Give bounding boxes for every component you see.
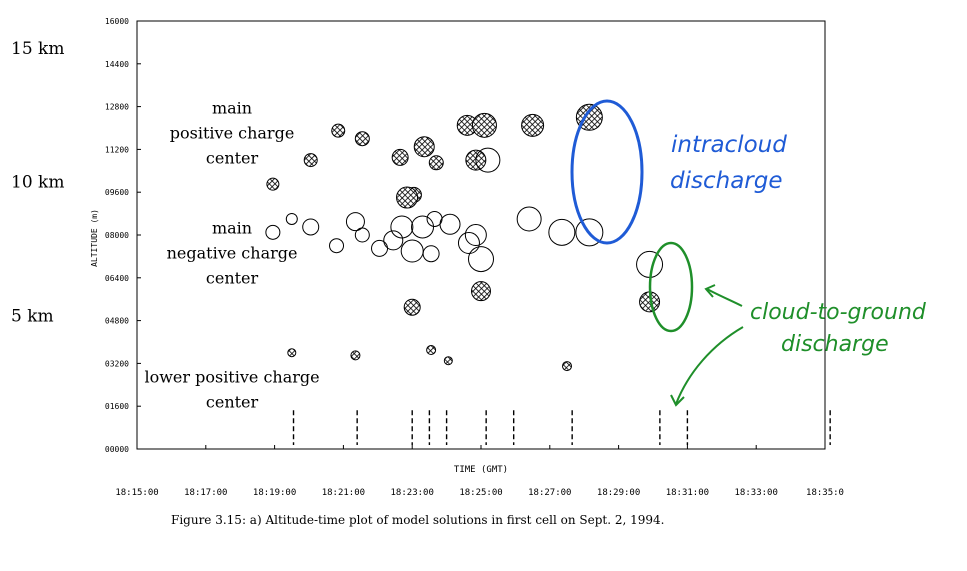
crosshatch-overlay	[355, 131, 370, 146]
crosshatch-overlay	[429, 155, 444, 170]
intracloud-label-line2: discharge	[670, 168, 783, 194]
open-circle-marker	[329, 238, 345, 254]
open-circle-marker	[516, 206, 542, 232]
open-circle-marker	[302, 218, 320, 236]
y-tick-label: 09600	[105, 188, 129, 197]
cloud-to-ground-label-line1: cloud-to-ground	[750, 300, 927, 325]
y-axis-ticks: 00000 01600 03200 04800 06400 08000 09600 11200…	[105, 17, 141, 454]
open-circle-marker	[475, 147, 501, 173]
open-circle-marker	[390, 215, 414, 239]
open-circle-marker	[265, 224, 281, 240]
open-circle-marker	[411, 215, 435, 239]
crosshatch-overlay	[457, 115, 478, 136]
y-tick-label: 11200	[105, 145, 129, 154]
crosshatch-overlay	[350, 350, 360, 360]
crosshatch-overlay	[396, 187, 418, 209]
open-circle-marker	[575, 218, 604, 247]
cloud-to-ground-label-line2: discharge	[781, 332, 889, 357]
open-circle-marker	[636, 250, 664, 278]
region-label: main	[212, 219, 252, 238]
open-circle-marker	[383, 230, 404, 251]
y-tick-label: 14400	[105, 60, 129, 69]
crosshatch-overlay	[287, 348, 296, 357]
y-tick-label: 08000	[105, 231, 129, 240]
crosshatch-overlay	[639, 291, 660, 312]
x-tick-label: 18:25:00	[459, 488, 502, 498]
open-circle-marker	[422, 245, 440, 263]
open-circle-marker	[371, 239, 389, 257]
arrow-to-ellipse-head	[704, 284, 716, 298]
region-label: center	[206, 393, 259, 412]
figure-caption: Figure 3.15: a) Altitude-time plot of mo…	[171, 513, 664, 527]
open-circle-marker	[345, 212, 365, 232]
flash-time-markers	[292, 410, 831, 445]
open-circle-marker	[457, 232, 480, 255]
km-label: 10 km	[11, 173, 64, 193]
crosshatch-overlay	[426, 345, 436, 355]
crosshatch-overlay	[392, 149, 409, 166]
data-markers	[265, 103, 664, 372]
intracloud-label-line1: intracloud	[671, 132, 787, 158]
crosshatch-overlay	[266, 178, 279, 191]
km-label: 5 km	[11, 306, 54, 326]
km-labels: 15 km 10 km 5 km	[11, 39, 64, 327]
x-tick-label: 18:21:00	[322, 488, 365, 498]
crosshatch-overlay	[414, 136, 435, 157]
open-circle-marker	[464, 224, 487, 246]
y-tick-label: 06400	[105, 274, 129, 283]
open-circle-marker	[468, 246, 494, 273]
x-tick-label: 18:17:00	[184, 488, 227, 498]
y-tick-label: 12800	[105, 103, 129, 112]
open-circle-marker	[354, 227, 370, 243]
km-label: 15 km	[11, 39, 64, 59]
x-tick-label: 18:35:0	[806, 488, 844, 498]
region-label: center	[206, 269, 259, 288]
crosshatch-overlay	[304, 153, 318, 167]
x-tick-label: 18:15:00	[115, 488, 158, 498]
y-tick-label: 03200	[105, 359, 129, 368]
region-label: main	[212, 98, 252, 117]
region-label: center	[206, 148, 259, 167]
y-tick-label: 04800	[105, 317, 129, 326]
crosshatch-overlay	[471, 281, 491, 301]
x-tick-label: 18:33:00	[735, 488, 778, 498]
x-tick-label: 18:19:00	[253, 488, 296, 498]
open-circle-marker	[285, 212, 298, 225]
y-tick-label: 01600	[105, 402, 129, 411]
region-label: negative charge	[167, 244, 298, 263]
crosshatch-overlay	[562, 361, 572, 371]
arrow-to-ground-head	[670, 394, 685, 407]
crosshatch-overlay	[444, 356, 453, 365]
region-labels: main positive charge center main negative ch…	[144, 98, 319, 411]
y-axis-title: ALTITUDE (m)	[90, 209, 99, 267]
cloud-to-ground-ellipse	[648, 241, 694, 333]
x-tick-label: 18:29:00	[597, 488, 640, 498]
crosshatch-overlay	[472, 113, 497, 138]
crosshatch-overlay	[404, 299, 421, 316]
arrow-to-ellipse	[706, 288, 743, 307]
x-tick-label: 18:23:00	[391, 488, 434, 498]
crosshatch-overlay	[331, 124, 345, 138]
y-tick-label: 16000	[105, 17, 129, 26]
arrow-to-ground	[675, 326, 744, 405]
y-tick-label: 00000	[105, 445, 129, 454]
x-tick-label: 18:31:00	[666, 488, 709, 498]
open-circle-marker	[548, 218, 576, 246]
open-circle-marker	[400, 239, 424, 263]
x-axis-title: TIME (GMT)	[454, 465, 508, 475]
x-tick-label: 18:27:00	[528, 488, 571, 498]
x-axis-ticks: 18:15:00 18:17:00 18:19:00 18:21:00 18:23:00…	[115, 445, 844, 498]
open-circle-marker	[439, 213, 461, 235]
region-label: positive charge	[170, 123, 295, 142]
crosshatch-overlay	[521, 114, 544, 137]
intracloud-ellipse	[570, 99, 644, 245]
region-label: lower positive charge	[144, 368, 319, 387]
